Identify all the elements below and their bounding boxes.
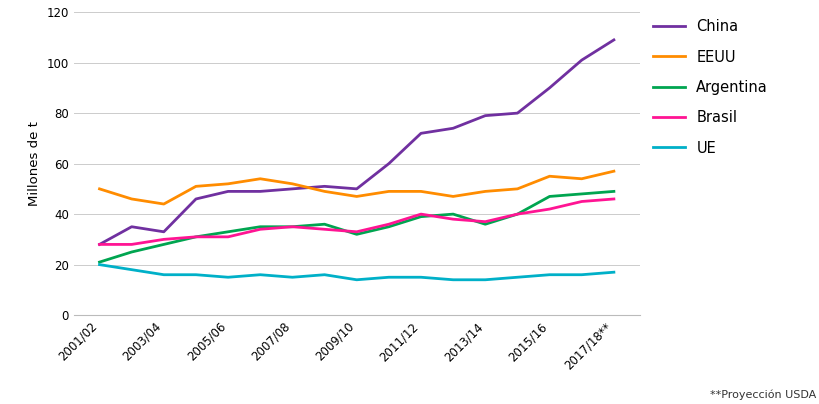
Brasil — [94, 242, 104, 247]
China — [512, 111, 522, 116]
Argentina — [159, 242, 169, 247]
Argentina — [287, 224, 297, 229]
Argentina — [255, 224, 265, 229]
China — [544, 86, 554, 90]
EEUU — [351, 194, 361, 199]
China — [351, 187, 361, 191]
Brasil — [480, 219, 490, 224]
UE — [383, 275, 393, 280]
Brasil — [609, 197, 618, 202]
Brasil — [383, 222, 393, 227]
Brasil — [351, 229, 361, 234]
EEUU — [448, 194, 458, 199]
Brasil — [544, 206, 554, 212]
China — [383, 161, 393, 166]
UE — [191, 272, 201, 277]
EEUU — [191, 184, 201, 189]
EEUU — [544, 174, 554, 179]
UE — [94, 262, 104, 267]
Brasil — [319, 227, 329, 232]
Argentina — [94, 260, 104, 265]
Y-axis label: Millones de t: Millones de t — [28, 121, 41, 206]
UE — [609, 270, 618, 275]
Brasil — [512, 212, 522, 217]
Argentina — [127, 250, 137, 255]
Brasil — [159, 237, 169, 242]
EEUU — [512, 187, 522, 191]
EEUU — [127, 197, 137, 202]
Argentina — [351, 232, 361, 237]
Brasil — [127, 242, 137, 247]
Brasil — [191, 234, 201, 239]
Argentina — [544, 194, 554, 199]
China — [415, 131, 425, 136]
EEUU — [159, 202, 169, 206]
Argentina — [609, 189, 618, 194]
Brasil — [576, 199, 586, 204]
EEUU — [609, 169, 618, 174]
Brasil — [448, 217, 458, 221]
EEUU — [287, 181, 297, 186]
China — [191, 197, 201, 202]
UE — [351, 277, 361, 282]
EEUU — [94, 187, 104, 191]
UE — [287, 275, 297, 280]
EEUU — [415, 189, 425, 194]
Argentina — [448, 212, 458, 217]
Brasil — [415, 212, 425, 217]
China — [480, 113, 490, 118]
UE — [255, 272, 265, 277]
China — [223, 189, 233, 194]
Brasil — [287, 224, 297, 229]
EEUU — [255, 176, 265, 181]
EEUU — [480, 189, 490, 194]
UE — [159, 272, 169, 277]
China — [448, 126, 458, 130]
Argentina — [319, 222, 329, 227]
EEUU — [383, 189, 393, 194]
China — [94, 242, 104, 247]
Argentina — [223, 229, 233, 234]
Line: Brasil: Brasil — [99, 199, 613, 244]
UE — [512, 275, 522, 280]
China — [609, 38, 618, 42]
China — [255, 189, 265, 194]
Argentina — [480, 222, 490, 227]
UE — [480, 277, 490, 282]
Legend: China, EEUU, Argentina, Brasil, UE: China, EEUU, Argentina, Brasil, UE — [652, 19, 767, 156]
China — [127, 224, 137, 229]
EEUU — [319, 189, 329, 194]
UE — [127, 267, 137, 272]
Line: China: China — [99, 40, 613, 244]
Brasil — [255, 227, 265, 232]
Argentina — [383, 224, 393, 229]
Line: Argentina: Argentina — [99, 191, 613, 262]
Brasil — [223, 234, 233, 239]
China — [287, 187, 297, 191]
EEUU — [223, 181, 233, 186]
EEUU — [576, 176, 586, 181]
UE — [223, 275, 233, 280]
China — [576, 58, 586, 63]
Argentina — [512, 212, 522, 217]
Text: **Proyección USDA: **Proyección USDA — [708, 389, 815, 400]
Argentina — [191, 234, 201, 239]
Argentina — [576, 191, 586, 196]
China — [319, 184, 329, 189]
Argentina — [415, 214, 425, 219]
China — [159, 229, 169, 234]
UE — [576, 272, 586, 277]
Line: EEUU: EEUU — [99, 171, 613, 204]
Line: UE: UE — [99, 265, 613, 280]
UE — [415, 275, 425, 280]
UE — [448, 277, 458, 282]
UE — [319, 272, 329, 277]
UE — [544, 272, 554, 277]
